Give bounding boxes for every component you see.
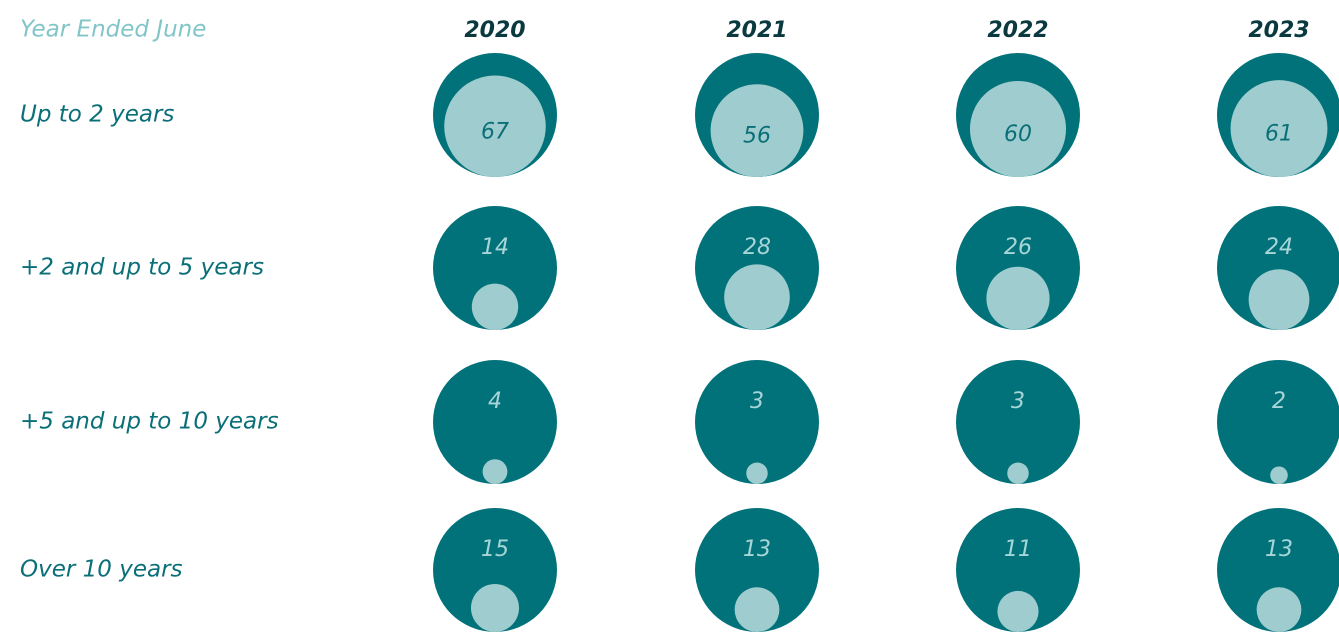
inner-circle <box>1248 269 1310 330</box>
inner-circle <box>444 75 546 177</box>
inner-circle <box>1256 587 1302 632</box>
outer-circle <box>695 508 819 632</box>
value-label: 2 <box>1272 389 1286 414</box>
inner-circle <box>724 264 790 330</box>
inner-circle <box>710 84 804 177</box>
inner-circle <box>746 462 768 484</box>
outer-circle <box>433 206 557 330</box>
row-label: Up to 2 years <box>20 102 174 128</box>
value-label: 14 <box>481 235 509 260</box>
value-label: 4 <box>488 389 502 414</box>
inner-circle <box>482 459 508 484</box>
inner-circle <box>986 266 1050 330</box>
value-label: 13 <box>1265 537 1293 562</box>
inner-circle <box>734 587 780 632</box>
inner-circle <box>470 583 520 632</box>
row-label: +5 and up to 10 years <box>20 409 279 435</box>
value-label: 24 <box>1265 235 1293 260</box>
row-label: Over 10 years <box>20 557 183 583</box>
column-label: 2022 <box>987 18 1048 43</box>
value-label: 3 <box>1011 389 1025 414</box>
inner-circle <box>1270 466 1288 484</box>
outer-circle <box>695 360 819 484</box>
inner-circle <box>1007 462 1029 484</box>
value-label: 15 <box>481 537 509 562</box>
header: Year Ended June <box>20 17 206 43</box>
outer-circle <box>1217 360 1339 484</box>
value-label: 67 <box>481 119 509 144</box>
outer-circle <box>956 360 1080 484</box>
outer-circle <box>433 508 557 632</box>
column-label: 2023 <box>1248 18 1309 43</box>
value-label: 11 <box>1004 537 1032 562</box>
value-label: 60 <box>1004 122 1032 147</box>
value-label: 13 <box>743 537 771 562</box>
value-label: 61 <box>1265 122 1293 147</box>
outer-circle <box>433 360 557 484</box>
outer-circle <box>1217 508 1339 632</box>
value-label: 56 <box>743 124 771 149</box>
outer-circle <box>956 508 1080 632</box>
value-label: 26 <box>1004 235 1032 260</box>
inner-circle <box>1230 80 1328 177</box>
inner-circle <box>969 80 1067 177</box>
inner-circle <box>997 590 1039 633</box>
value-label: 3 <box>750 389 764 414</box>
column-label: 2021 <box>726 18 787 43</box>
inner-circle <box>471 283 519 330</box>
row-label: +2 and up to 5 years <box>20 255 264 281</box>
column-label: 2020 <box>464 18 525 43</box>
value-label: 28 <box>743 235 771 260</box>
